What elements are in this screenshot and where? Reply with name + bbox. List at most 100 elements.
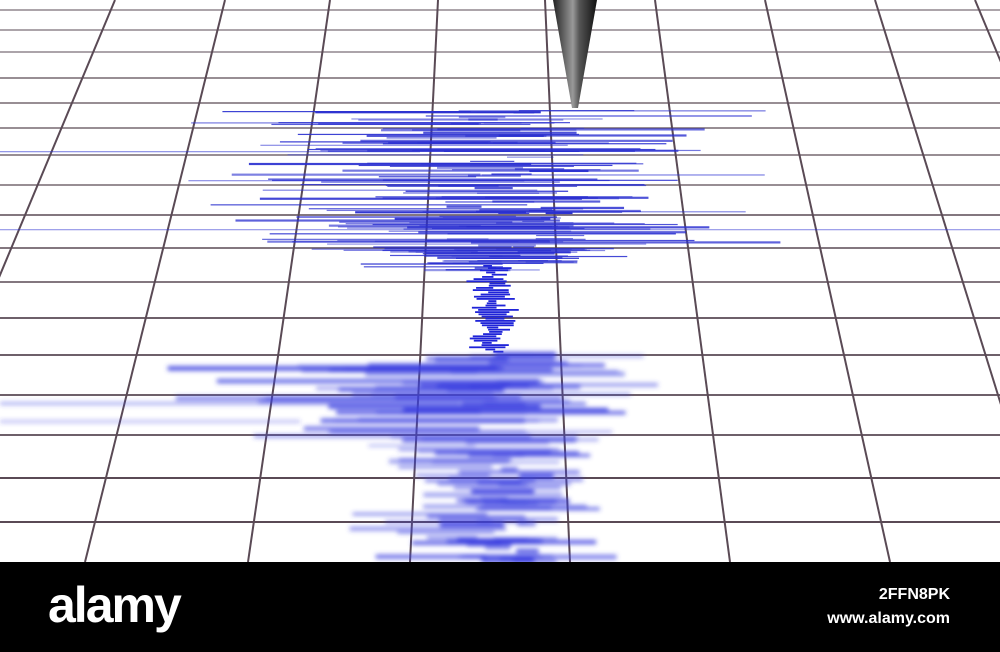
trace-stroke: [473, 278, 504, 280]
trace-stroke: [408, 250, 478, 253]
grid-line: [874, 0, 1000, 405]
trace-stroke: [536, 234, 585, 237]
trace-stroke: [471, 489, 535, 494]
trace-stroke: [481, 344, 509, 346]
trace-stroke: [338, 387, 505, 392]
trace-stroke: [426, 536, 478, 540]
trace-stroke: [315, 148, 641, 150]
trace-stroke: [472, 335, 497, 338]
trace-stroke: [498, 134, 687, 137]
trace-stroke: [469, 346, 506, 349]
trace-stroke: [447, 233, 676, 235]
trace-stroke: [479, 554, 617, 560]
trace-stroke: [371, 393, 631, 396]
trace-stroke: [382, 179, 678, 181]
trace-stroke: [434, 357, 509, 362]
trace-stroke: [376, 411, 626, 415]
trace-stroke: [311, 248, 572, 250]
trace-upper: [0, 110, 1000, 272]
trace-stroke: [477, 260, 548, 262]
trace-stroke: [522, 220, 545, 222]
trace-stroke: [452, 169, 601, 171]
trace-stroke: [481, 174, 765, 176]
trace-stroke: [297, 133, 580, 136]
trace-stroke: [489, 331, 503, 333]
trace-stroke: [378, 176, 477, 178]
trace-stroke: [458, 469, 580, 475]
url: www.alamy.com: [827, 610, 950, 627]
trace-stroke: [308, 208, 584, 210]
trace-stroke: [423, 492, 563, 498]
trace-stroke: [262, 189, 538, 191]
trace-stroke: [358, 119, 564, 121]
trace-stroke: [491, 173, 532, 175]
trace-stroke: [0, 420, 300, 423]
trace-stroke: [436, 384, 581, 390]
trace-stroke: [329, 368, 553, 373]
trace-stroke: [470, 160, 515, 162]
trace-stroke: [415, 473, 491, 477]
grid-line: [544, 0, 571, 562]
trace-stroke: [321, 181, 560, 183]
trace-stroke: [388, 230, 572, 232]
trace-stroke: [268, 178, 598, 180]
trace-stroke: [394, 217, 551, 220]
trace-stroke: [477, 192, 540, 194]
trace-stroke: [363, 266, 503, 268]
trace-stroke: [474, 266, 497, 270]
trace-stroke: [385, 520, 492, 524]
trace-stroke: [489, 282, 506, 285]
trace-stroke: [0, 402, 460, 405]
grid-line: [409, 0, 439, 562]
trace-stroke: [375, 554, 487, 559]
grid-line: [764, 0, 891, 562]
trace-stroke: [425, 479, 536, 482]
trace-stroke: [468, 118, 498, 121]
trace-stroke: [535, 238, 573, 240]
trace-stroke: [486, 302, 497, 305]
trace-stroke: [315, 111, 541, 114]
trace-stroke: [445, 201, 535, 203]
trace-stroke: [262, 238, 586, 240]
trace-stroke: [517, 521, 536, 527]
trace-stroke: [472, 289, 509, 291]
trace-stroke: [390, 251, 570, 253]
trace-stroke: [479, 269, 509, 272]
trace-stroke: [448, 477, 584, 482]
trace-stroke: [485, 304, 506, 307]
trace-stroke: [345, 223, 645, 225]
trace-stroke: [231, 173, 481, 176]
trace-stroke: [499, 269, 540, 271]
trace-stroke: [0, 151, 420, 153]
trace-stroke: [388, 459, 509, 464]
trace-stroke: [422, 253, 520, 255]
trace-stroke: [318, 123, 479, 125]
trace-stroke: [303, 426, 480, 432]
trace-stroke: [366, 134, 544, 137]
trace-stroke: [339, 221, 513, 223]
trace-stroke: [418, 231, 687, 234]
trace-stroke: [517, 251, 571, 254]
trace-stroke: [495, 351, 556, 357]
trace-stroke: [529, 169, 589, 173]
trace-stroke: [496, 248, 585, 250]
trace-stroke: [488, 328, 510, 331]
trace-stroke: [382, 128, 551, 130]
trace-stroke: [417, 142, 489, 144]
trace-stroke: [488, 284, 511, 287]
trace-stroke: [188, 180, 525, 182]
trace-stroke: [349, 526, 507, 531]
trace-stroke: [456, 498, 516, 503]
trace-stroke: [469, 355, 644, 358]
trace-stroke: [475, 210, 641, 213]
trace-stroke: [269, 233, 557, 235]
trace-stroke: [432, 227, 585, 230]
stylus: [553, 0, 597, 108]
trace-stroke: [439, 522, 505, 528]
trace-stroke: [436, 166, 524, 169]
grid-line: [0, 0, 116, 278]
trace-stroke: [320, 418, 525, 423]
trace-stroke: [482, 342, 492, 344]
trace-stroke: [468, 261, 578, 264]
trace-stroke: [434, 450, 580, 456]
